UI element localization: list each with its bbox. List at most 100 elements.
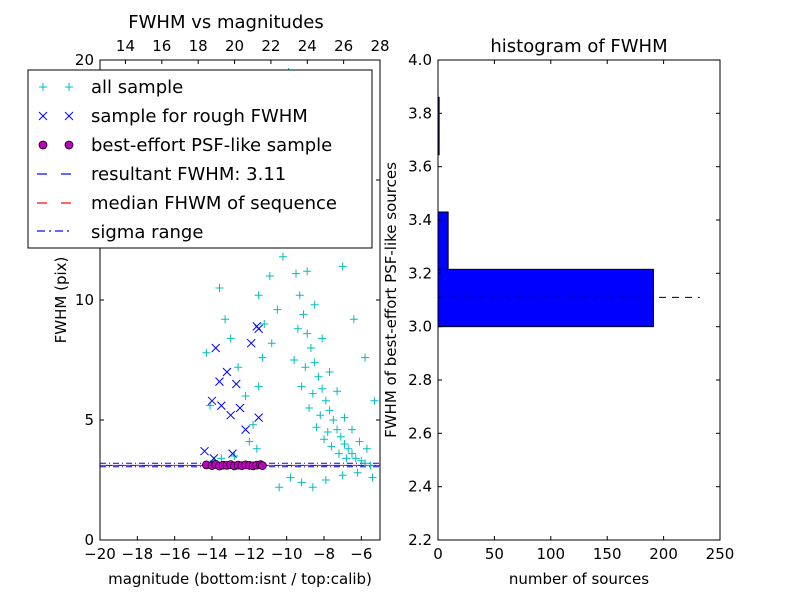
histogram-x-tick-label: 150 <box>593 545 622 563</box>
scatter-x-tick-label: −18 <box>122 545 154 563</box>
legend-marker-circle <box>38 140 74 150</box>
histogram-ticks: 0 50 100 150 200 250 2.2 2.4 2.6 2.8 3.0 3.2 3.4 3.6 3… <box>408 51 734 563</box>
scatter-x-tick-label: −16 <box>159 545 191 563</box>
histogram-y-tick-label: 4.0 <box>408 51 432 69</box>
all-sample-point <box>286 473 295 482</box>
scatter-x-tick-label: −8 <box>313 545 335 563</box>
histogram-y-tick-label: 2.2 <box>408 531 432 549</box>
all-sample-point <box>321 476 330 484</box>
legend-label: all sample <box>91 77 183 98</box>
all-sample-point <box>292 269 300 278</box>
all-sample-point <box>336 432 345 441</box>
all-sample-point <box>338 471 347 480</box>
all-sample-point <box>303 267 312 276</box>
histogram-frame <box>437 59 721 541</box>
histogram-ylabel: FWHM of best-effort PSF-like sources <box>382 162 400 438</box>
scatter-top-tick-label: 18 <box>189 37 208 55</box>
all-sample-point <box>314 372 323 381</box>
legend-label: sigma range <box>91 222 203 243</box>
histogram-x-tick-label: 50 <box>485 545 504 563</box>
all-sample-point <box>342 454 351 463</box>
histogram-y-tick-label: 2.6 <box>408 424 432 442</box>
all-sample-point <box>327 442 336 451</box>
rough-sample-point <box>215 377 224 386</box>
histogram-y-tick-label: 3.0 <box>408 318 432 336</box>
all-sample-point <box>368 473 377 482</box>
all-sample-point <box>361 353 370 362</box>
all-sample-point <box>340 413 349 422</box>
scatter-marks <box>200 68 379 492</box>
histogram-y-tick-label: 3.8 <box>408 104 432 122</box>
legend-label: median FHWM of sequence <box>91 193 337 214</box>
scatter-top-tick-label: 28 <box>370 37 389 55</box>
scatter-xlabel: magnitude (bottom:isnt / top:calib) <box>108 570 372 588</box>
all-sample-point <box>312 423 321 432</box>
all-sample-point <box>241 392 250 400</box>
histogram-marks <box>437 96 700 328</box>
all-sample-point <box>301 363 310 372</box>
scatter-top-tick-label: 24 <box>298 37 317 55</box>
all-sample-point <box>349 315 358 324</box>
all-sample-point <box>258 353 267 362</box>
all-sample-point <box>320 435 328 444</box>
all-sample-point <box>340 440 349 448</box>
legend-entry-resultant: resultant FWHM: 3.11 <box>37 164 286 185</box>
histogram-y-tick-label: 3.4 <box>408 211 432 229</box>
all-sample-point <box>245 437 254 446</box>
all-sample-point <box>323 428 332 436</box>
rough-sample-point <box>226 410 236 420</box>
all-sample-point <box>318 334 327 343</box>
all-sample-point <box>297 478 306 487</box>
all-sample-point <box>310 300 319 309</box>
all-sample-point <box>202 348 211 357</box>
rough-sample-point <box>222 367 232 377</box>
legend-entry-rough-sample: sample for rough FWHM <box>38 106 308 127</box>
all-sample-point <box>275 483 284 492</box>
rough-sample-point <box>216 401 226 410</box>
histogram-y-tick-label: 3.6 <box>408 158 432 176</box>
all-sample-point <box>267 339 276 348</box>
rough-sample-point <box>207 396 217 406</box>
all-sample-point <box>351 454 360 463</box>
legend-marker-plus <box>39 83 73 91</box>
rough-sample-point <box>241 425 250 434</box>
scatter-y-tick-label: 5 <box>84 411 94 429</box>
all-sample-point <box>249 420 258 429</box>
all-sample-point <box>321 396 330 405</box>
legend-entry-all-sample: all sample <box>39 77 183 98</box>
all-sample-point <box>308 483 317 492</box>
rough-sample-point <box>254 413 264 422</box>
all-sample-point <box>316 411 325 420</box>
histogram-x-tick-label: 0 <box>433 545 443 563</box>
all-sample-point <box>290 356 299 364</box>
scatter-x-tick-label: −14 <box>196 545 228 563</box>
legend-entry-sigma: sigma range <box>37 222 203 243</box>
histogram-bar <box>437 211 449 270</box>
all-sample-point <box>344 444 353 453</box>
scatter-top-tick-label: 20 <box>225 37 244 55</box>
all-sample-point <box>265 272 274 280</box>
all-sample-point <box>310 358 319 367</box>
rough-sample-point <box>228 449 237 458</box>
legend-label: resultant FWHM: 3.11 <box>91 164 286 185</box>
all-sample-point <box>295 291 304 300</box>
scatter-ticks: −20−18−16−14−12−10−8−6051015201416182022… <box>75 37 390 563</box>
all-sample-point <box>348 425 356 434</box>
all-sample-point <box>348 449 356 458</box>
all-sample-point <box>325 406 334 415</box>
histogram-x-tick-label: 200 <box>649 545 678 563</box>
all-sample-point <box>355 437 364 446</box>
all-sample-point <box>217 454 226 463</box>
all-sample-point <box>329 416 338 424</box>
all-sample-point <box>366 461 375 470</box>
all-sample-point <box>303 329 312 338</box>
all-sample-point <box>299 310 308 319</box>
all-sample-point <box>273 305 282 314</box>
all-sample-point <box>226 334 235 343</box>
all-sample-point <box>305 404 314 412</box>
histogram-title: histogram of FWHM <box>490 36 667 57</box>
legend-entry-best-effort: best-effort PSF-like sample <box>38 135 332 156</box>
scatter-x-tick-label: −6 <box>350 545 372 563</box>
scatter-y-tick-label: 20 <box>75 51 94 69</box>
scatter-legend: all sample sample for rough FWHM best-ef… <box>27 69 373 249</box>
